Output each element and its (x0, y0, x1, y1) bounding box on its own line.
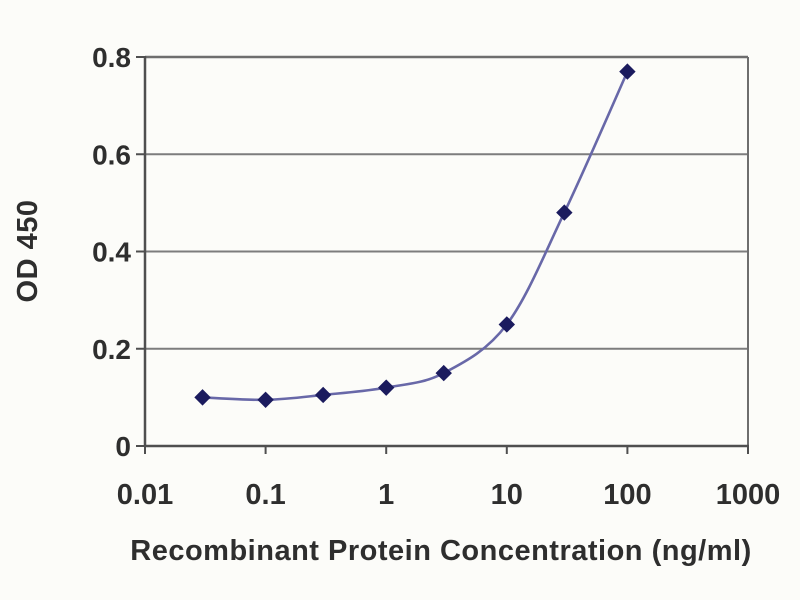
y-axis-title: OD 450 (12, 199, 44, 303)
data-point-marker (257, 391, 274, 409)
x-tick-label: 1 (378, 479, 394, 511)
data-point-marker (435, 364, 452, 382)
x-tick-label: 0.1 (245, 479, 285, 511)
y-tick-label: 0 (115, 431, 131, 462)
data-point-marker (556, 204, 573, 221)
data-point-marker (194, 389, 211, 406)
x-tick-label: 100 (603, 479, 651, 511)
x-tick-label: 0.01 (117, 479, 173, 511)
x-tick-label: 10 (491, 479, 523, 511)
y-tick-label: 0.2 (92, 334, 131, 365)
y-tick-label: 0.6 (92, 139, 131, 170)
y-tick-label: 0.4 (92, 237, 131, 268)
data-point-marker (314, 386, 332, 404)
data-point-marker (498, 316, 516, 333)
y-tick-label: 0.8 (92, 42, 131, 73)
data-point-marker (377, 379, 395, 396)
x-axis-title: Recombinant Protein Concentration (ng/ml… (130, 535, 752, 567)
data-point-marker (619, 63, 636, 80)
x-tick-label: 1000 (716, 479, 781, 511)
series-line (201, 70, 629, 402)
